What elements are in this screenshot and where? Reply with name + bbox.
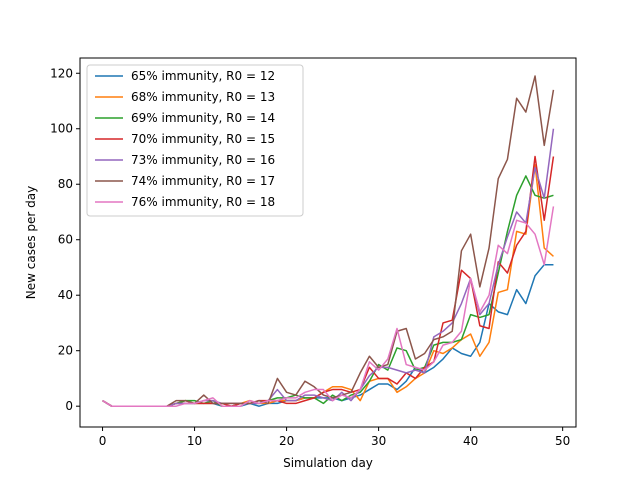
series-lines [102,75,555,407]
y-tick-label: 60 [58,233,73,247]
x-tick-label: 50 [555,434,570,448]
legend-entry: 74% immunity, R0 = 17 [131,174,275,188]
x-tick-label: 10 [187,434,202,448]
legend-entry: 68% immunity, R0 = 13 [131,90,275,104]
y-tick-label: 0 [65,399,73,413]
legend-entry: 76% immunity, R0 = 18 [131,195,275,209]
legend: 65% immunity, R0 = 12 68% immunity, R0 = … [86,64,304,217]
x-tick-label: 20 [279,434,294,448]
legend-entry: 65% immunity, R0 = 12 [131,69,275,83]
y-axis-ticks: 0 20 40 60 80 100 120 [50,66,80,413]
legend-entry: 69% immunity, R0 = 14 [131,111,275,125]
legend-entry: 70% immunity, R0 = 15 [131,132,275,146]
y-axis-label: New cases per day [24,186,38,299]
x-tick-label: 0 [99,434,107,448]
y-tick-label: 120 [50,66,73,80]
y-tick-label: 100 [50,122,73,136]
axes-frame [79,57,577,428]
x-tick-label: 40 [463,434,478,448]
x-axis-label: Simulation day [283,456,373,470]
y-tick-label: 20 [58,344,73,358]
y-tick-label: 80 [58,177,73,191]
x-tick-label: 30 [371,434,386,448]
series-line-6 [102,75,555,407]
series-line-7 [102,206,555,407]
legend-entry: 73% immunity, R0 = 16 [131,153,275,167]
y-tick-label: 40 [58,288,73,302]
x-axis-ticks: 0 10 20 30 40 50 [99,427,570,448]
legend-box [86,64,304,217]
